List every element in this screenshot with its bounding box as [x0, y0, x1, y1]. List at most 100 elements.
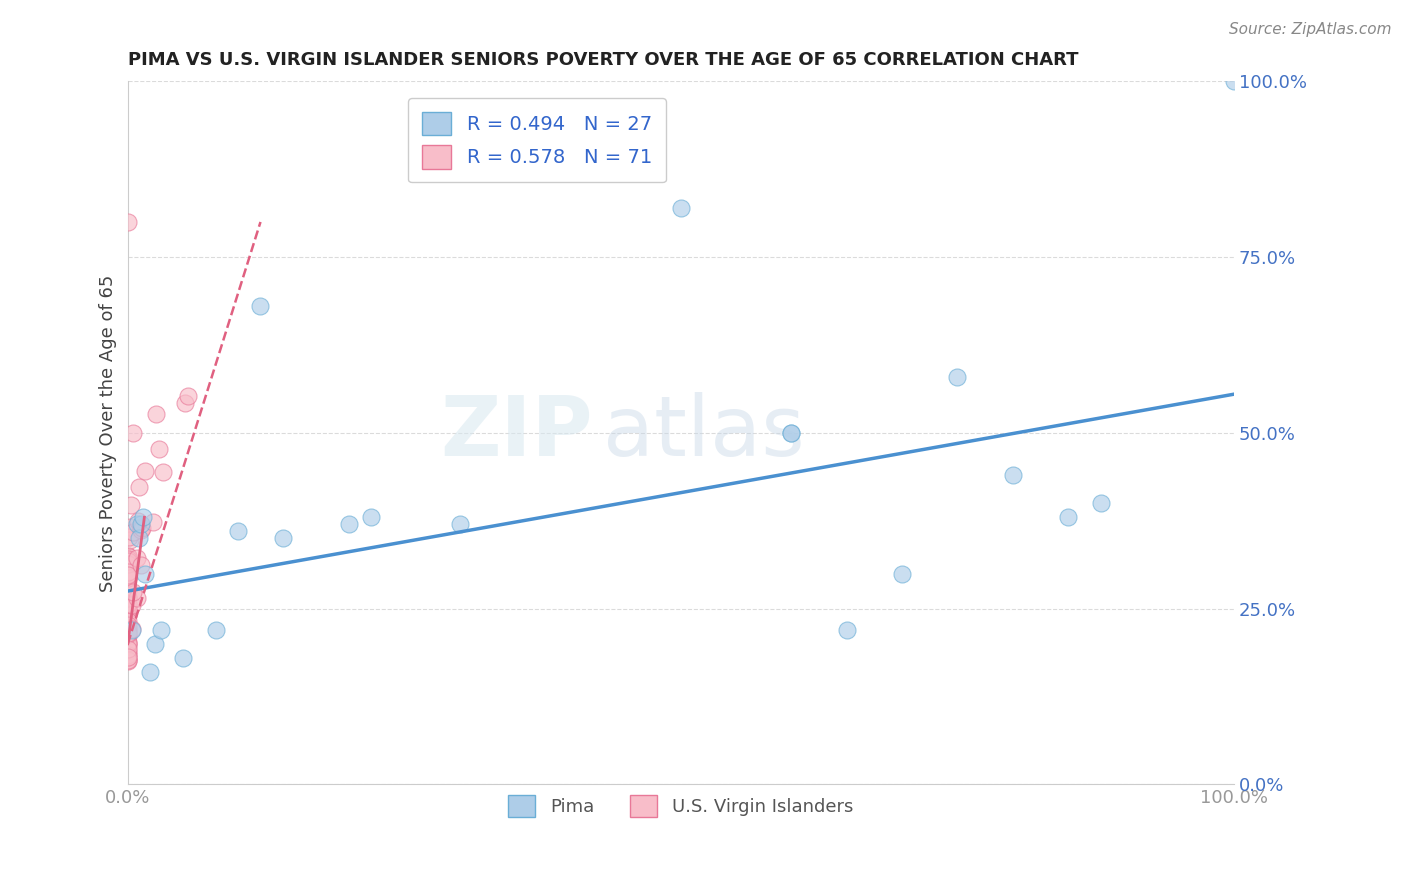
Point: [118, 531, 141, 545]
Point: [117, 639, 139, 653]
Point: [669, 201, 692, 215]
Point: [117, 649, 139, 664]
Point: [129, 523, 152, 537]
Point: [117, 623, 139, 637]
Point: [145, 407, 167, 421]
Point: [117, 627, 139, 641]
Point: [117, 549, 139, 563]
Point: [1057, 510, 1080, 524]
Point: [118, 519, 141, 533]
Point: [127, 514, 149, 528]
Point: [835, 623, 858, 637]
Point: [177, 389, 200, 403]
Point: [174, 396, 197, 410]
Point: [117, 596, 139, 610]
Point: [117, 629, 139, 643]
Text: PIMA VS U.S. VIRGIN ISLANDER SENIORS POVERTY OVER THE AGE OF 65 CORRELATION CHAR: PIMA VS U.S. VIRGIN ISLANDER SENIORS POV…: [128, 51, 1078, 69]
Point: [337, 517, 360, 532]
Point: [117, 648, 139, 662]
Point: [780, 425, 803, 440]
Point: [946, 369, 969, 384]
Point: [117, 644, 139, 658]
Point: [117, 567, 139, 582]
Point: [121, 525, 143, 540]
Point: [117, 654, 139, 668]
Point: [125, 517, 148, 532]
Point: [129, 520, 152, 534]
Point: [129, 558, 152, 572]
Point: [117, 565, 139, 579]
Point: [125, 591, 148, 606]
Point: [127, 551, 149, 566]
Point: [121, 623, 143, 637]
Point: [121, 598, 143, 612]
Point: [249, 299, 271, 313]
Point: [152, 465, 174, 479]
Point: [117, 624, 139, 638]
Point: [117, 621, 139, 635]
Point: [145, 637, 167, 651]
Point: [122, 585, 145, 599]
Point: [134, 464, 156, 478]
Point: [780, 425, 803, 440]
Point: [1090, 496, 1112, 510]
Point: [117, 549, 139, 564]
Point: [117, 607, 139, 621]
Point: [449, 517, 471, 532]
Point: [117, 581, 139, 595]
Point: [117, 556, 139, 570]
Point: [891, 566, 914, 581]
Point: [117, 617, 139, 632]
Point: [117, 653, 139, 667]
Point: [117, 590, 139, 604]
Point: [117, 554, 139, 568]
Text: ZIP: ZIP: [440, 392, 592, 474]
Point: [205, 623, 228, 637]
Point: [117, 647, 139, 661]
Point: [118, 533, 141, 548]
Point: [117, 600, 139, 615]
Point: [121, 622, 143, 636]
Point: [228, 524, 250, 539]
Y-axis label: Seniors Poverty Over the Age of 65: Seniors Poverty Over the Age of 65: [100, 274, 117, 591]
Point: [117, 637, 139, 651]
Point: [122, 425, 145, 440]
Point: [117, 551, 139, 566]
Point: [120, 498, 142, 512]
Point: [142, 515, 165, 529]
Point: [360, 510, 382, 524]
Point: [117, 571, 139, 585]
Point: [129, 517, 152, 532]
Point: [148, 442, 170, 456]
Point: [132, 510, 155, 524]
Point: [117, 552, 139, 566]
Point: [117, 608, 139, 623]
Point: [117, 597, 139, 611]
Point: [117, 215, 139, 229]
Point: [1223, 74, 1246, 88]
Point: [117, 591, 139, 605]
Point: [117, 653, 139, 667]
Point: [117, 569, 139, 583]
Point: [1001, 468, 1024, 483]
Point: [117, 599, 139, 614]
Point: [117, 642, 139, 657]
Point: [117, 558, 139, 572]
Point: [131, 521, 153, 535]
Point: [271, 532, 294, 546]
Text: atlas: atlas: [603, 392, 806, 474]
Point: [149, 623, 172, 637]
Point: [117, 636, 139, 650]
Point: [128, 532, 150, 546]
Point: [117, 635, 139, 649]
Point: [117, 614, 139, 628]
Point: [134, 566, 156, 581]
Point: [122, 524, 145, 539]
Point: [117, 602, 139, 616]
Point: [128, 480, 150, 494]
Point: [117, 626, 139, 640]
Point: [117, 583, 139, 598]
Text: Source: ZipAtlas.com: Source: ZipAtlas.com: [1229, 22, 1392, 37]
Point: [117, 591, 139, 606]
Point: [139, 665, 162, 679]
